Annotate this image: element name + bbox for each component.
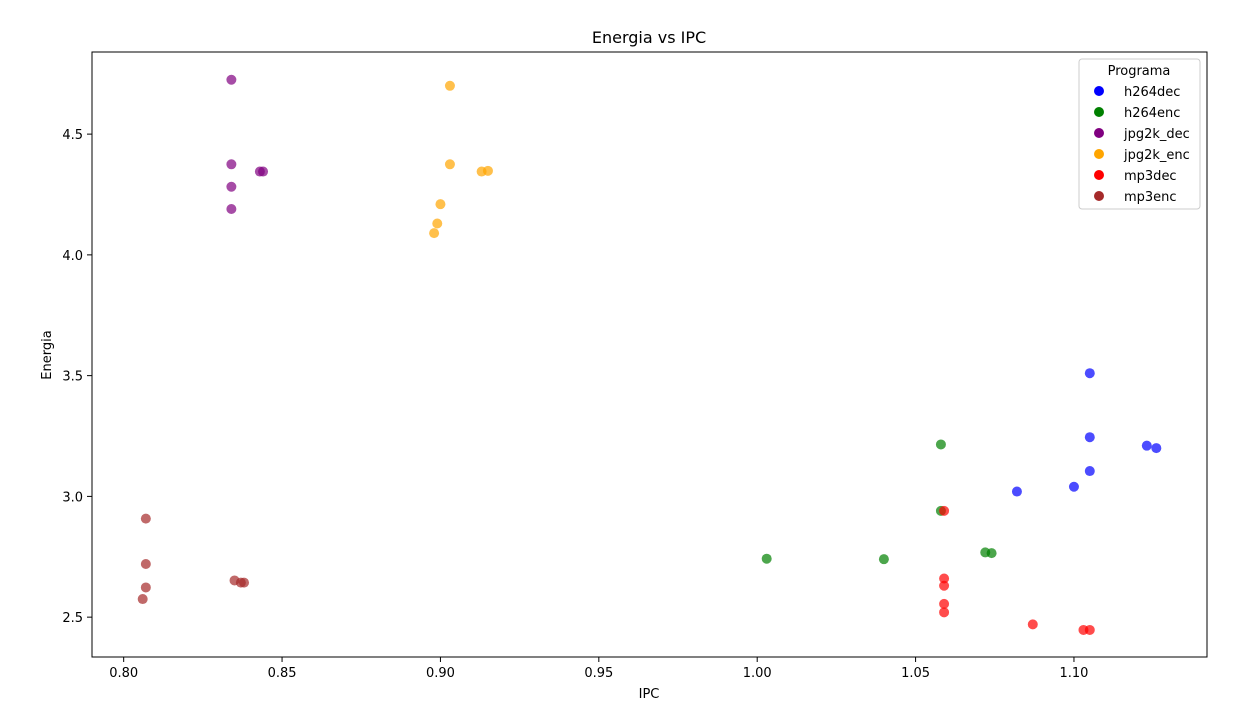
x-tick-label: 1.10 [1059, 666, 1088, 681]
point-mp3dec [939, 573, 950, 584]
point-h264enc [986, 548, 997, 559]
point-mp3dec [939, 505, 950, 516]
point-jpg2k_enc [429, 228, 440, 239]
legend-marker-mp3dec [1094, 170, 1104, 180]
legend-marker-mp3enc [1094, 191, 1104, 201]
y-tick-label: 2.5 [62, 611, 83, 626]
y-tick-label: 4.0 [62, 249, 83, 264]
x-tick-label: 1.05 [901, 666, 930, 681]
x-tick-label: 0.80 [109, 666, 138, 681]
legend: Programa h264dec h264enc jpg2k_dec jpg2k_en… [1078, 58, 1201, 210]
point-mp3dec [939, 580, 950, 591]
point-mp3dec [939, 607, 950, 618]
x-tick-label: 1.00 [743, 666, 772, 681]
chart-title: Energia vs IPC [592, 28, 706, 47]
point-jpg2k_dec [226, 159, 237, 170]
point-mp3enc [239, 577, 250, 588]
point-h264dec [1084, 368, 1095, 379]
point-h264enc [935, 439, 946, 450]
point-h264dec [1011, 486, 1022, 497]
point-mp3enc [140, 559, 151, 570]
legend-marker-h264dec [1094, 86, 1104, 96]
y-tick-label: 3.5 [62, 370, 83, 385]
y-axis: 2.5 3.0 3.5 4.0 4.5 [62, 128, 92, 626]
legend-label-jpg2k_dec: jpg2k_dec [1123, 127, 1190, 142]
y-axis-label: Energia [40, 330, 55, 379]
x-axis-label: IPC [639, 687, 660, 702]
legend-title: Programa [1108, 64, 1171, 79]
point-h264dec [1084, 432, 1095, 443]
legend-label-mp3dec: mp3dec [1124, 169, 1177, 184]
point-mp3enc [140, 513, 151, 524]
legend-label-mp3enc: mp3enc [1124, 190, 1177, 205]
x-tick-label: 0.90 [426, 666, 455, 681]
legend-marker-jpg2k_enc [1094, 149, 1104, 159]
legend-entries: h264dec h264enc jpg2k_dec jpg2k_enc mp3dec mp… [1094, 85, 1190, 205]
point-mp3dec [939, 598, 950, 609]
x-tick-label: 0.95 [584, 666, 613, 681]
legend-label-h264enc: h264enc [1124, 106, 1180, 121]
point-jpg2k_dec [226, 203, 237, 214]
x-axis: 0.80 0.85 0.90 0.95 1.00 1.05 1.10 [109, 657, 1088, 681]
point-mp3dec [1084, 624, 1095, 635]
legend-marker-h264enc [1094, 107, 1104, 117]
x-tick-label: 0.85 [268, 666, 297, 681]
point-jpg2k_dec [254, 166, 265, 177]
data-points [137, 74, 1162, 635]
point-mp3enc [137, 594, 148, 605]
point-jpg2k_enc [444, 80, 455, 91]
point-jpg2k_dec [226, 181, 237, 192]
y-tick-label: 4.5 [62, 128, 83, 143]
y-tick-label: 3.0 [62, 490, 83, 505]
point-jpg2k_enc [432, 218, 443, 229]
point-jpg2k_enc [482, 165, 493, 176]
point-jpg2k_dec [226, 74, 237, 85]
point-jpg2k_enc [444, 159, 455, 170]
point-h264dec [1068, 481, 1079, 492]
legend-marker-jpg2k_dec [1094, 128, 1104, 138]
point-h264dec [1141, 440, 1152, 451]
legend-box [1078, 58, 1201, 210]
point-h264dec [1151, 443, 1162, 454]
legend-label-h264dec: h264dec [1124, 85, 1180, 100]
point-h264dec [1084, 466, 1095, 477]
point-h264enc [761, 553, 772, 564]
point-jpg2k_enc [435, 199, 446, 210]
plot-area [91, 51, 1208, 658]
point-mp3dec [1027, 619, 1038, 630]
point-h264enc [878, 554, 889, 565]
legend-label-jpg2k_enc: jpg2k_enc [1123, 148, 1190, 163]
point-mp3enc [140, 582, 151, 593]
